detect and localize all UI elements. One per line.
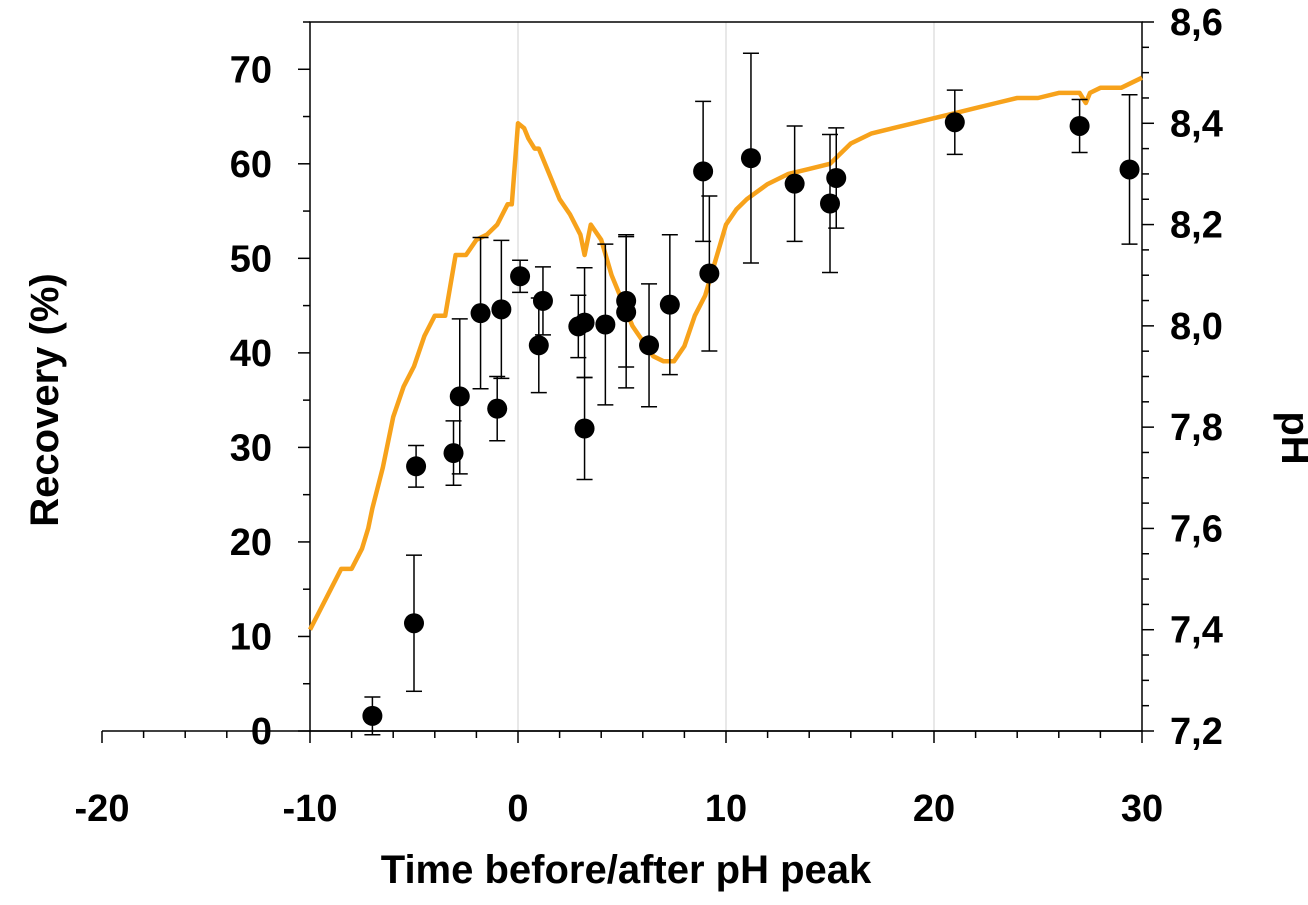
- data-point: [826, 167, 847, 188]
- data-point: [532, 290, 553, 311]
- data-point: [944, 112, 965, 133]
- data-point: [470, 303, 491, 324]
- data-point: [528, 335, 549, 356]
- y-left-tick-label: 50: [230, 238, 272, 280]
- x-tick-label: -20: [75, 788, 130, 830]
- y-right-tick-label: 7,2: [1170, 711, 1223, 753]
- gridlines: [517, 22, 935, 731]
- y-right-tick-label: 8,4: [1170, 103, 1223, 145]
- data-point: [487, 398, 508, 419]
- data-point: [443, 443, 464, 464]
- x-tick-label: 10: [705, 788, 747, 830]
- ph-line-series: [307, 75, 1143, 631]
- y-right-axis-title: pH: [1273, 411, 1308, 464]
- data-point: [1069, 115, 1090, 136]
- y-left-axis: 0 10 20 30 40 50 60 70: [230, 21, 310, 753]
- data-point: [574, 312, 595, 333]
- data-point: [616, 302, 637, 323]
- data-point: [784, 173, 805, 194]
- data-point: [699, 263, 720, 284]
- y-left-tick-label: 60: [230, 144, 272, 186]
- y-left-tick-label: 20: [230, 522, 272, 564]
- x-tick-label: -10: [283, 788, 338, 830]
- data-point: [595, 314, 616, 335]
- data-point: [449, 386, 470, 407]
- data-point: [659, 294, 680, 315]
- data-point: [406, 456, 427, 477]
- recovery-points-series: [362, 52, 1140, 736]
- x-tick-label: 20: [913, 788, 955, 830]
- x-tick-label: 30: [1121, 788, 1163, 830]
- data-point: [740, 148, 761, 169]
- y-left-tick-label: 30: [230, 427, 272, 469]
- y-left-axis-title: Recovery (%): [23, 273, 67, 526]
- y-left-tick-label: 40: [230, 333, 272, 375]
- x-tick-label: 0: [507, 788, 528, 830]
- x-axis-title: Time before/after pH peak: [381, 848, 872, 892]
- data-point: [1119, 159, 1140, 180]
- y-right-tick-label: 8,0: [1170, 306, 1223, 348]
- data-point: [574, 418, 595, 439]
- y-right-tick-label: 7,8: [1170, 407, 1223, 449]
- data-point: [693, 161, 714, 182]
- y-right-tick-label: 8,2: [1170, 205, 1223, 247]
- ph-line: [307, 75, 1143, 631]
- data-point: [491, 299, 512, 320]
- data-point: [639, 335, 660, 356]
- data-point: [362, 705, 383, 726]
- data-point: [510, 266, 531, 287]
- x-axis: -20 -10 0 10 20 30: [75, 730, 1163, 830]
- y-left-tick-label: 70: [230, 49, 272, 91]
- y-right-tick-label: 7,6: [1170, 508, 1223, 550]
- y-left-tick-label: 0: [251, 711, 272, 753]
- y-right-tick-label: 7,4: [1170, 610, 1223, 652]
- y-right-axis: 7,2 7,4 7,6 7,8 8,0 8,2 8,4 8,6: [1142, 2, 1223, 753]
- data-point: [820, 193, 840, 214]
- data-point: [404, 613, 424, 634]
- y-right-tick-label: 8,6: [1170, 2, 1223, 44]
- y-left-tick-label: 10: [230, 616, 272, 658]
